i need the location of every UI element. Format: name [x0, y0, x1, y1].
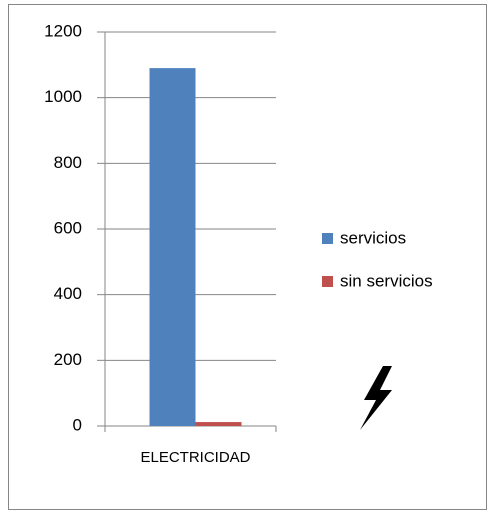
y-tick-label: 1200	[44, 21, 82, 40]
legend-swatch	[322, 276, 333, 287]
y-tick-label: 800	[54, 153, 82, 172]
bar	[195, 422, 242, 426]
chart-frame	[8, 4, 487, 510]
y-tick-label: 400	[54, 284, 82, 303]
y-tick-label: 200	[54, 350, 82, 369]
bar	[149, 68, 196, 426]
legend-label: sin servicios	[340, 271, 433, 290]
y-tick-label: 0	[73, 415, 82, 434]
y-tick-label: 1000	[44, 87, 82, 106]
x-tick-label: ELECTRICIDAD	[140, 449, 250, 466]
lightning-icon	[360, 366, 392, 430]
legend-swatch	[322, 233, 333, 244]
y-tick-label: 600	[54, 218, 82, 237]
legend-label: servicios	[340, 228, 406, 247]
